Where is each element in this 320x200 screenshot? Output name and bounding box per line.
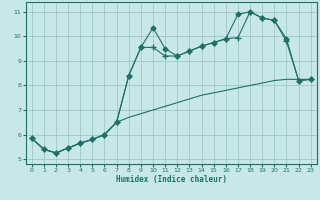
X-axis label: Humidex (Indice chaleur): Humidex (Indice chaleur): [116, 175, 227, 184]
